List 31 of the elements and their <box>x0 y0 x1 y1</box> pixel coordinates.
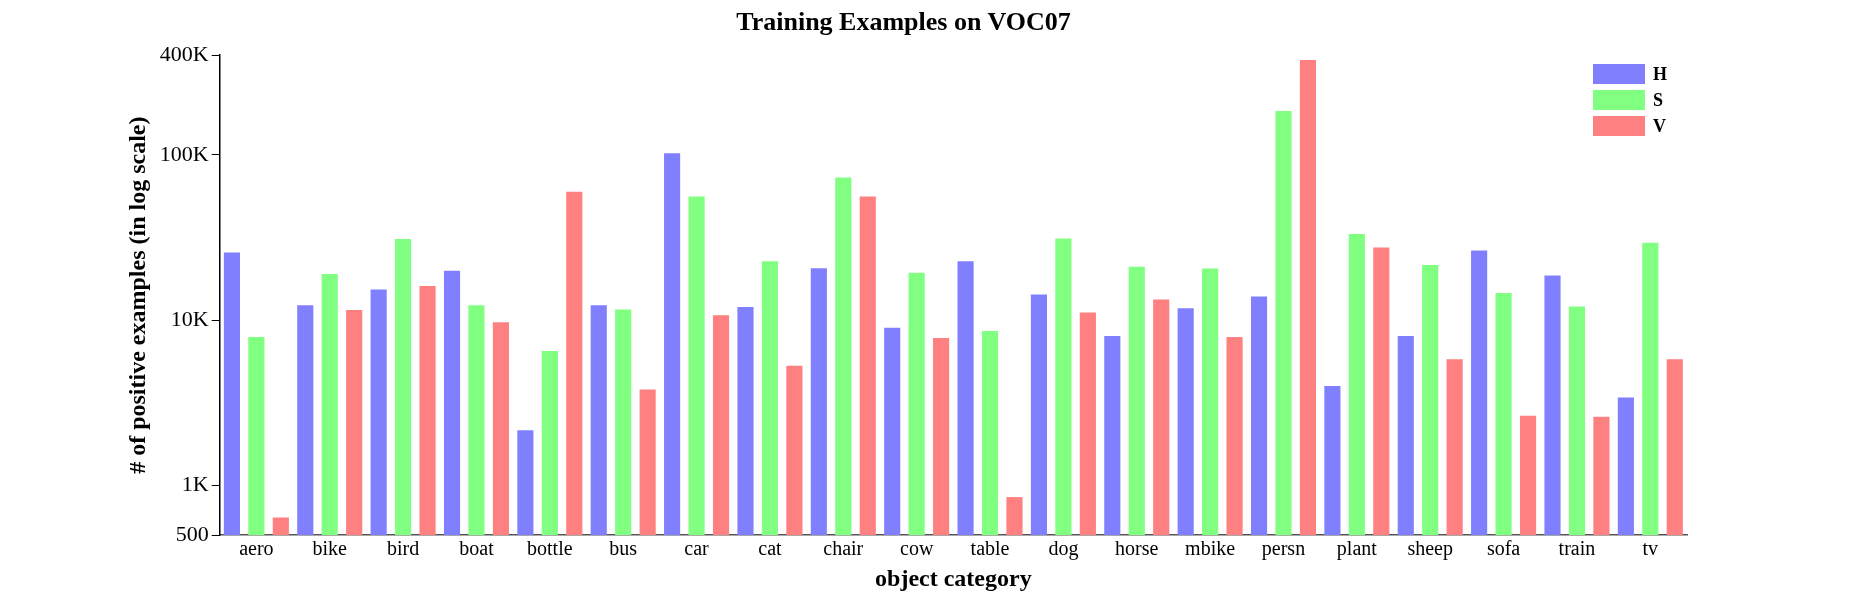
x-tick-label: plant <box>1336 537 1378 561</box>
legend-label: H <box>1653 63 1668 85</box>
x-tick-label: bottle <box>527 537 573 560</box>
x-tick-label: table <box>970 537 1010 560</box>
legend-label: V <box>1653 115 1666 137</box>
x-tick-label: horse <box>1115 537 1159 560</box>
x-tick-label: car <box>684 537 710 560</box>
x-tick-label: cat <box>758 537 783 560</box>
x-tick-label: bike <box>312 537 348 560</box>
legend-label: S <box>1653 89 1664 111</box>
x-tick-label: boat <box>459 537 495 560</box>
x-tick-label: tv <box>1642 537 1659 560</box>
x-tick-label: mbike <box>1185 537 1236 560</box>
y-tick-label: 1K <box>181 471 209 497</box>
y-tick-label: 400K <box>159 40 209 66</box>
x-tick-label: dog <box>1048 537 1079 561</box>
chart-title: Training Examples on VOC07 <box>736 7 1071 37</box>
x-tick-label: train <box>1558 537 1596 560</box>
x-tick-label: cow <box>900 537 934 560</box>
y-tick-label: 10K <box>170 305 209 331</box>
x-tick-label: sheep <box>1407 537 1453 561</box>
y-tick-label: 100K <box>159 140 209 166</box>
x-axis-title: object category <box>875 564 1032 591</box>
x-tick-label: aero <box>239 537 274 560</box>
x-tick-label: chair <box>823 537 864 560</box>
x-tick-label: bus <box>609 537 638 560</box>
x-tick-label: sofa <box>1486 537 1521 560</box>
x-tick-label: bird <box>386 537 420 560</box>
y-tick-label: 500 <box>175 520 209 546</box>
y-axis-title: # of positive examples (in log scale) <box>123 116 150 474</box>
x-tick-label: persn <box>1261 537 1306 561</box>
